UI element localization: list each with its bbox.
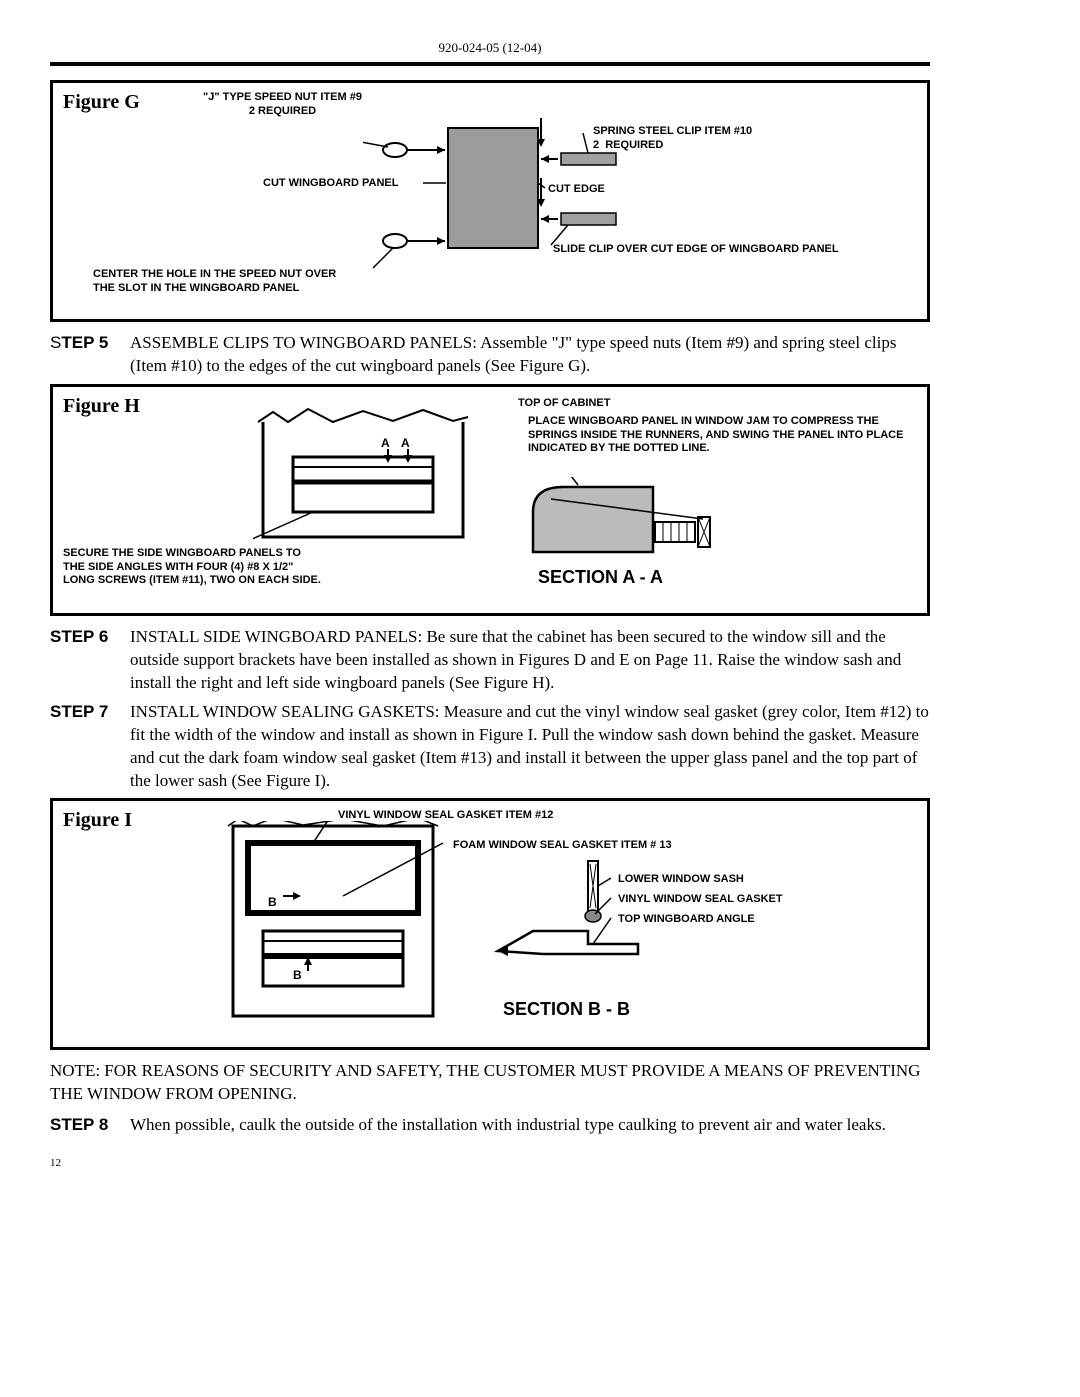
step-6-label: STEP 6 [50,626,130,695]
step-6-text: INSTALL SIDE WINGBOARD PANELS: Be sure t… [130,626,930,695]
callout-place-panel: PLACE WINGBOARD PANEL IN WINDOW JAM TO C… [528,415,908,456]
section-a-a-label: SECTION A - A [538,567,663,588]
step-6: STEP 6 INSTALL SIDE WINGBOARD PANELS: Be… [50,626,930,695]
page-number: 12 [50,1157,930,1169]
callout-top-cabinet: TOP OF CABINET [518,397,611,411]
svg-text:B: B [293,968,302,982]
step-8-text: When possible, caulk the outside of the … [130,1114,930,1137]
callout-center-hole: CENTER THE HOLE IN THE SPEED NUT OVER TH… [93,268,336,296]
figure-g-diagram [363,113,643,273]
step-8: STEP 8 When possible, caulk the outside … [50,1114,930,1137]
figure-i-left-diagram: B B [213,821,463,1026]
step-7: STEP 7 INSTALL WINDOW SEALING GASKETS: M… [50,701,930,793]
step-5: SSTEP 5TEP 5 ASSEMBLE CLIPS TO WINGBOARD… [50,332,930,378]
svg-text:B: B [268,895,277,909]
figure-h-section-diagram [523,477,723,567]
svg-text:A: A [401,436,410,450]
figure-i-box: Figure I VINYL WINDOW SEAL GASKET ITEM #… [50,798,930,1050]
figure-g-title: Figure G [63,91,917,114]
step-5-label: SSTEP 5TEP 5 [50,332,130,378]
step-5-text: ASSEMBLE CLIPS TO WINGBOARD PANELS: Asse… [130,332,930,378]
figure-i-section-diagram [493,856,663,996]
figure-h-left-diagram: A A [253,397,483,557]
figure-h-box: Figure H TOP OF CABINET PLACE WINGBOARD … [50,384,930,616]
callout-j-nut: "J" TYPE SPEED NUT ITEM #9 2 REQUIRED [203,91,362,119]
step-7-label: STEP 7 [50,701,130,793]
top-rule [50,62,930,66]
document-header: 920-024-05 (12-04) [50,40,930,60]
step-7-text: INSTALL WINDOW SEALING GASKETS: Measure … [130,701,930,793]
security-note: NOTE: FOR REASONS OF SECURITY AND SAFETY… [50,1060,930,1106]
svg-text:A: A [381,436,390,450]
callout-foam-13: FOAM WINDOW SEAL GASKET ITEM # 13 [453,839,672,853]
section-b-b-label: SECTION B - B [503,999,630,1020]
figure-g-box: Figure G "J" TYPE SPEED NUT ITEM #9 2 RE… [50,80,930,322]
step-8-label: STEP 8 [50,1114,130,1137]
